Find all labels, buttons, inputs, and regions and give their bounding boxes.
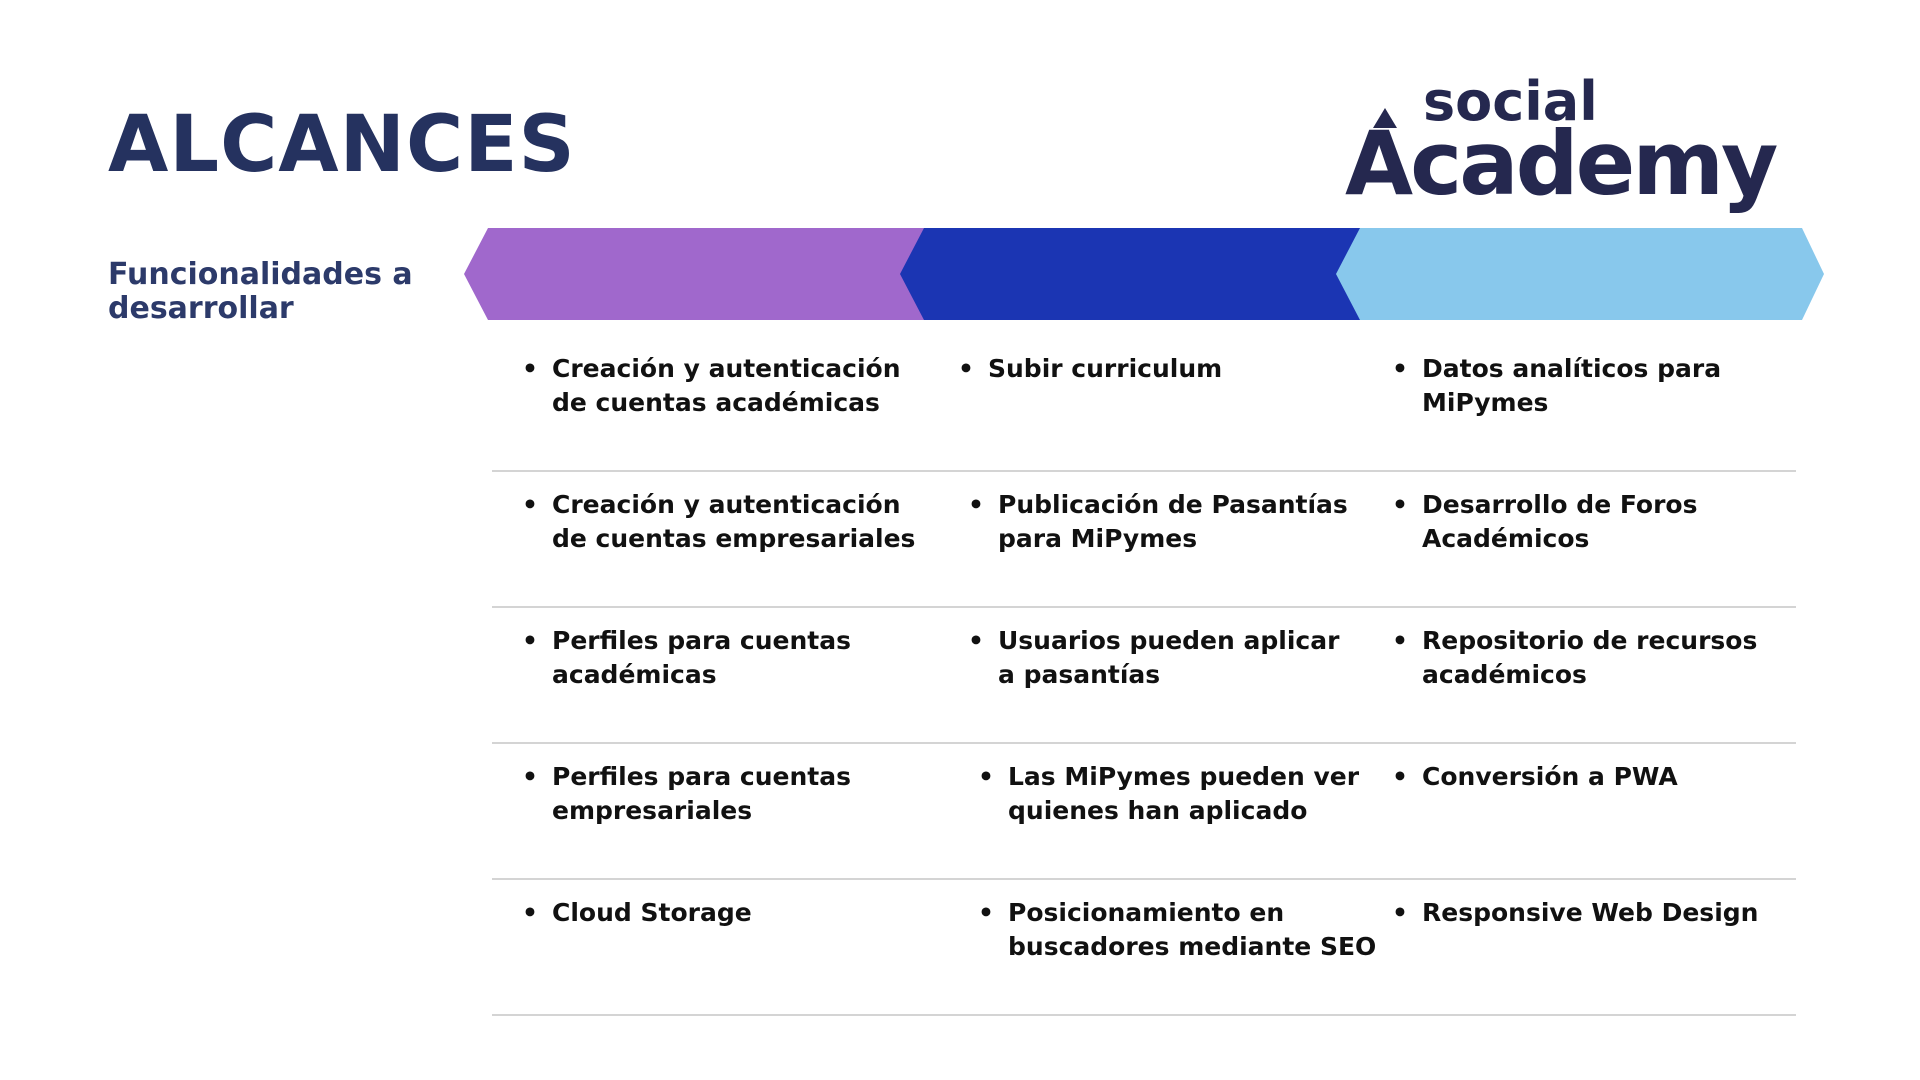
feature-item: • Publicación de Pasantías para MiPymes xyxy=(968,490,1348,553)
feature-item: • Perfiles para cuentas empresariales xyxy=(522,762,851,825)
table-row: • Creación y autenticación de cuentas emp… xyxy=(492,472,1796,608)
logo-text-social: social xyxy=(1423,70,1598,133)
feature-item: • Perfiles para cuentas académicas xyxy=(522,626,851,689)
feature-item: • Responsive Web Design xyxy=(1392,898,1759,927)
logo-text-academy: Academy xyxy=(1345,112,1777,215)
feature-item: • Subir curriculum xyxy=(958,354,1223,383)
table-row: • Perfiles para cuentas empresariales • La… xyxy=(492,744,1796,880)
feature-item: • Creación y autenticación de cuentas aca… xyxy=(522,354,901,417)
phase-arrow-2 xyxy=(900,228,1372,320)
social-academy-logo: social Academy xyxy=(1345,68,1845,228)
feature-item: • Las MiPymes pueden ver quienes han apli… xyxy=(978,762,1360,825)
feature-item: • Datos analíticos para MiPymes xyxy=(1392,354,1722,417)
feature-item: • Desarrollo de Foros Académicos xyxy=(1392,490,1698,553)
feature-item: • Repositorio de recursos académicos xyxy=(1392,626,1758,689)
phase-arrow-1 xyxy=(464,228,940,320)
table-row: • Perfiles para cuentas académicas • Usuar… xyxy=(492,608,1796,744)
slide-title: ALCANCES xyxy=(108,100,576,190)
feature-item: • Usuarios pueden aplicar a pasantías xyxy=(968,626,1340,689)
phase-arrow-3 xyxy=(1336,228,1824,320)
feature-item: • Conversión a PWA xyxy=(1392,762,1678,791)
feature-item: • Creación y autenticación de cuentas emp… xyxy=(522,490,916,553)
feature-item: • Cloud Storage xyxy=(522,898,752,927)
table-row: • Cloud Storage • Posicionamiento en busca… xyxy=(492,880,1796,1016)
feature-item: • Posicionamiento en buscadores mediante … xyxy=(978,898,1377,961)
phase-arrows xyxy=(464,228,1824,320)
features-grid: • Creación y autenticación de cuentas aca… xyxy=(492,336,1796,1016)
table-row: • Creación y autenticación de cuentas aca… xyxy=(492,336,1796,472)
section-label: Funcionalidades a desarrollar xyxy=(108,257,413,326)
